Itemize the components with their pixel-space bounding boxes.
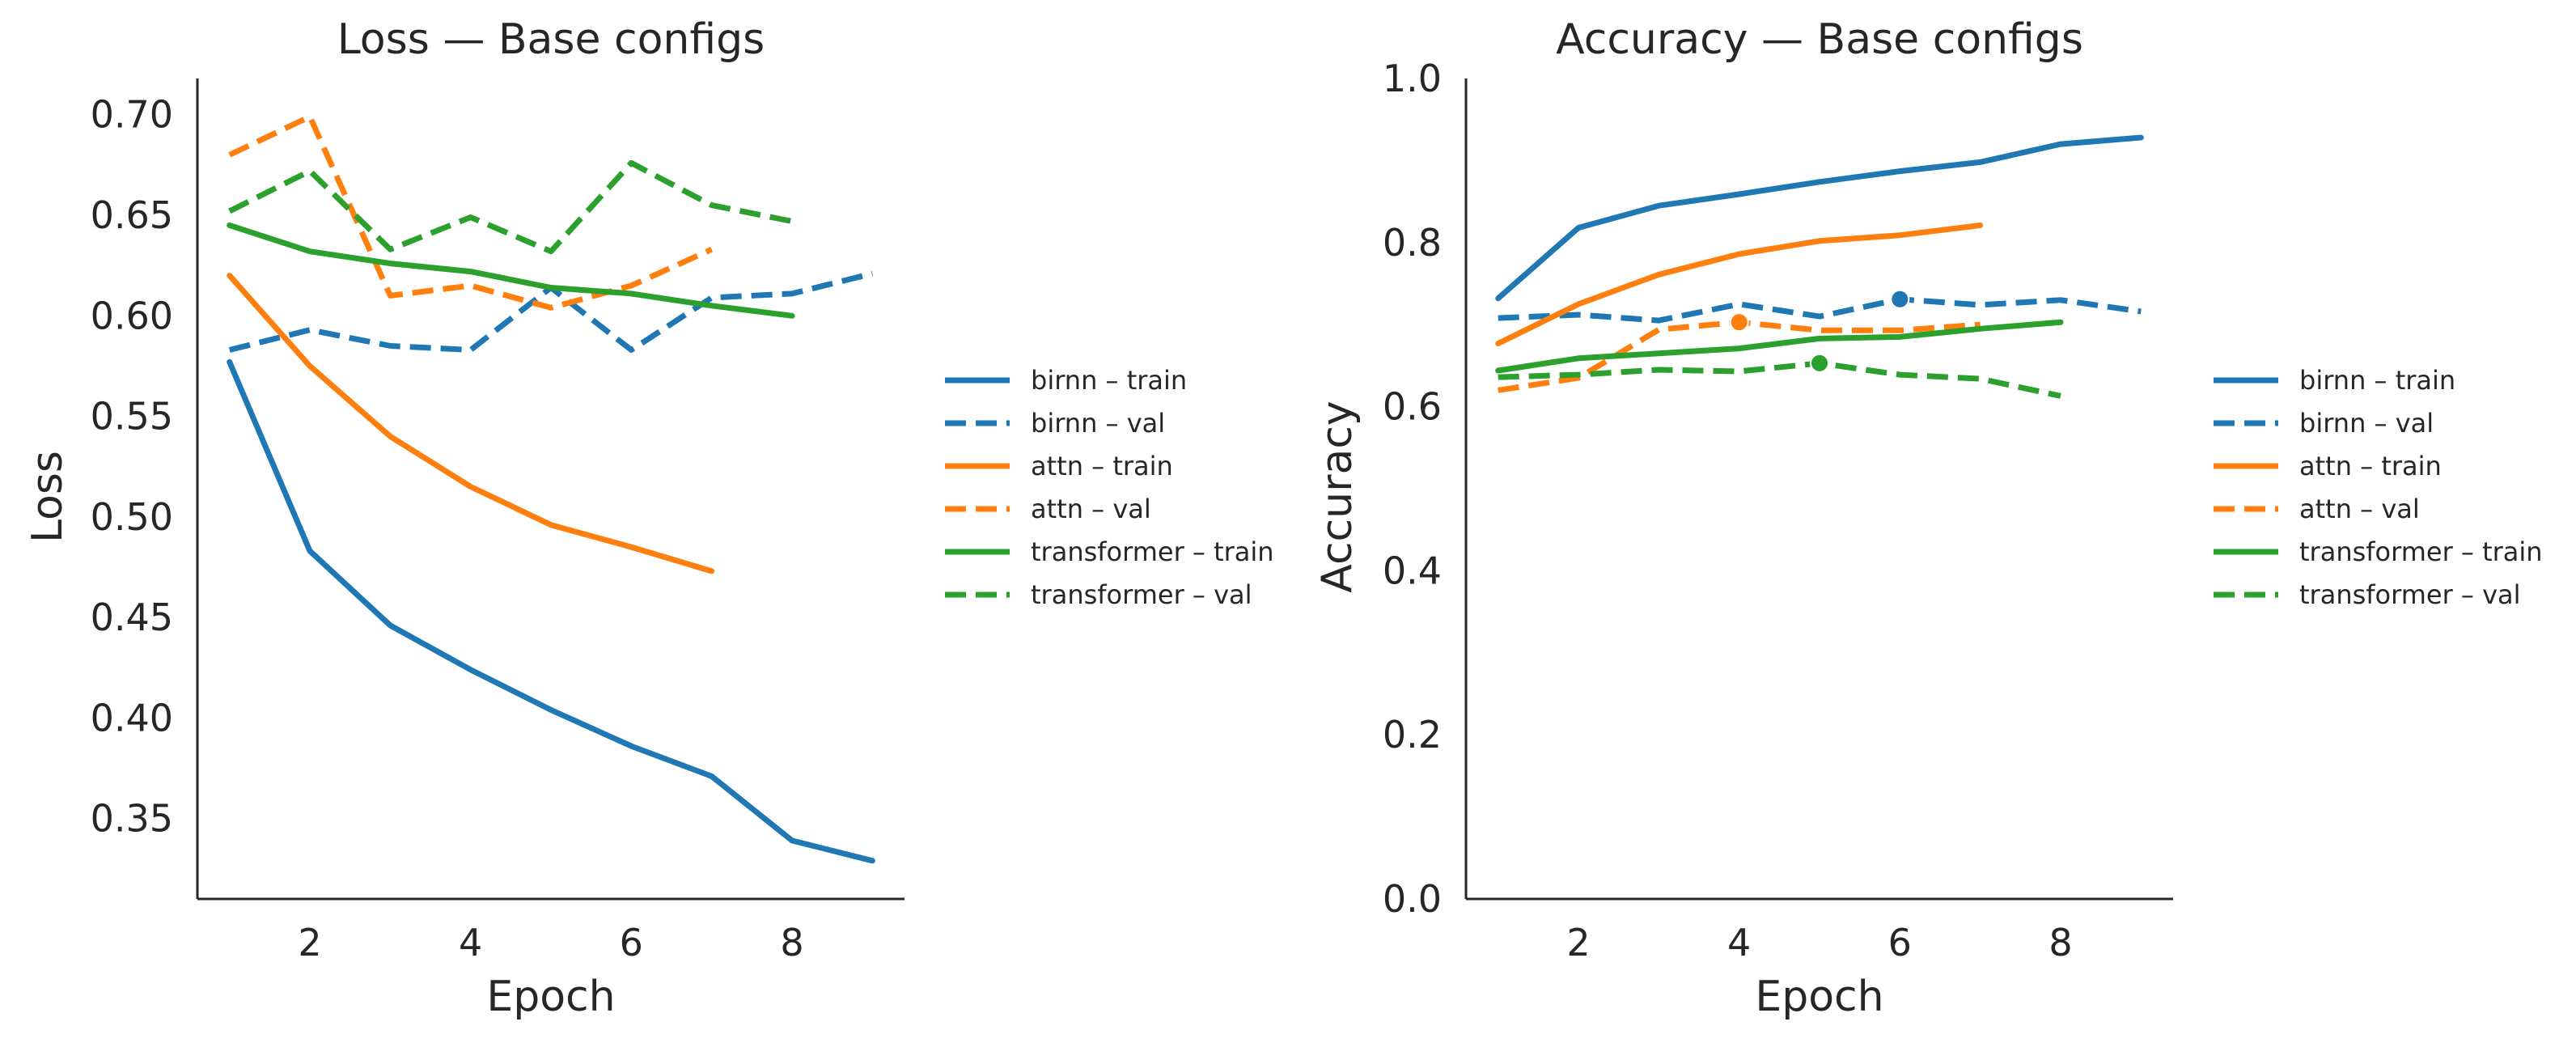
x-axis-label: Epoch: [1755, 973, 1883, 1021]
series-line-attn-val: [1498, 319, 1981, 393]
x-axis-label: Epoch: [486, 973, 615, 1021]
series-line-birnn-val: [1498, 296, 2142, 324]
x-tick-label: 4: [1727, 921, 1751, 964]
y-tick-label: 0.35: [91, 797, 173, 841]
y-axis-label: Loss: [23, 451, 72, 543]
y-tick-label: 0.40: [91, 696, 173, 740]
chart-title: Loss — Base configs: [337, 15, 765, 64]
legend-label: attn – val: [2299, 494, 2420, 524]
best-point-marker: [1729, 312, 1749, 333]
legend-label: birnn – val: [2299, 408, 2434, 439]
y-tick-label: 0.0: [1383, 877, 1442, 921]
y-tick-label: 0.55: [91, 395, 173, 439]
legend-label: birnn – train: [1031, 365, 1187, 396]
x-tick-label: 2: [1566, 921, 1590, 964]
legend-label: transformer – val: [1031, 579, 1252, 610]
x-tick-label: 6: [1888, 921, 1912, 964]
y-tick-label: 1.0: [1383, 57, 1442, 100]
y-tick-label: 0.8: [1383, 221, 1442, 265]
x-tick-label: 8: [2049, 921, 2072, 964]
series-line-attn-val: [228, 113, 714, 311]
series-line-attn-train: [227, 273, 715, 574]
y-tick-label: 0.6: [1383, 385, 1442, 429]
series-line-birnn-train: [1495, 134, 2144, 302]
series-line-transformer-train: [1495, 319, 2064, 374]
y-tick-label: 0.4: [1383, 549, 1442, 592]
x-tick-label: 8: [780, 921, 803, 964]
x-tick-label: 2: [298, 921, 321, 964]
legend-label: attn – train: [1031, 451, 1173, 481]
y-axis-label: Accuracy: [1313, 401, 1362, 592]
chart-panel-1: Loss — Base configs 2 4 6 8 0.35 0.40 0.45 0.50 0…: [23, 15, 1274, 1021]
best-point-marker: [1810, 353, 1829, 373]
chart-title: Accuracy — Base configs: [1556, 15, 2083, 64]
x-tick-label: 4: [459, 921, 482, 964]
legend: birnn – train birnn – val attn – train attn…: [945, 365, 1274, 610]
y-tick-label: 0.65: [91, 193, 173, 237]
series-line-transformer-train: [227, 222, 795, 319]
series-line-transformer-val: [1498, 360, 2061, 399]
y-tick-label: 0.50: [91, 495, 173, 539]
best-point-marker: [1890, 289, 1910, 309]
y-tick-label: 0.2: [1383, 713, 1442, 757]
series-line-transformer-val: [228, 159, 793, 255]
legend-label: birnn – val: [1031, 408, 1165, 439]
y-tick-label: 0.45: [91, 596, 173, 639]
legend-label: transformer – val: [2299, 579, 2521, 610]
legend: birnn – train birnn – val attn – train attn…: [2214, 365, 2543, 610]
legend-label: transformer – train: [1031, 536, 1274, 567]
series-line-birnn-train: [227, 358, 875, 864]
x-tick-label: 6: [620, 921, 643, 964]
series-line-attn-train: [1495, 223, 1984, 346]
legend-label: transformer – train: [2299, 536, 2543, 567]
chart-panel-2: Accuracy — Base configs 2 4 6 8 0.0 0.2 0.4 0.6 0…: [1313, 15, 2543, 1021]
y-tick-label: 0.70: [91, 93, 173, 137]
legend-label: attn – val: [1031, 494, 1151, 524]
y-tick-label: 0.60: [91, 294, 173, 337]
legend-label: birnn – train: [2299, 365, 2455, 396]
legend-label: attn – train: [2299, 451, 2442, 481]
